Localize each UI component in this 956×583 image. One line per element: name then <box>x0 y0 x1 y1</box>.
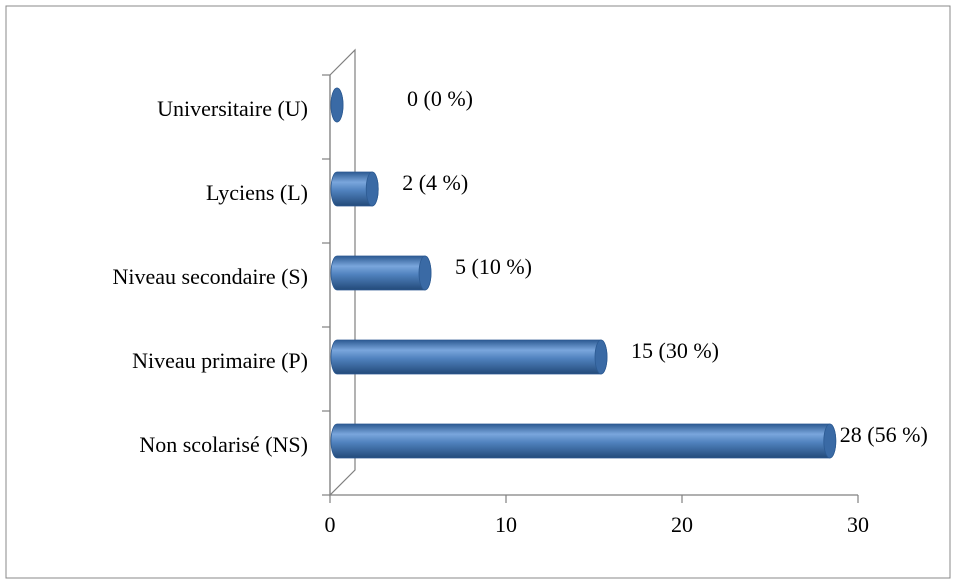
value-label: 28 (56 %) <box>840 422 928 447</box>
bar <box>330 423 837 459</box>
x-tick-label: 20 <box>671 512 693 537</box>
bar-cap <box>594 339 608 375</box>
x-tick-label: 0 <box>325 512 336 537</box>
y-tick-label: Non scolarisé (NS) <box>139 432 308 457</box>
frame <box>5 5 951 579</box>
bar-cap <box>823 423 837 459</box>
y-tick-label: Universitaire (U) <box>157 96 308 121</box>
bar <box>330 255 432 291</box>
bar-cap <box>418 255 432 291</box>
bar-cap <box>365 171 379 207</box>
bar-cap <box>330 87 344 123</box>
y-tick-label: Lyciens (L) <box>206 180 308 205</box>
value-label: 15 (30 %) <box>631 338 719 363</box>
value-label: 0 (0 %) <box>407 86 473 111</box>
y-tick-label: Niveau primaire (P) <box>132 348 308 373</box>
value-label: 5 (10 %) <box>455 254 532 279</box>
x-tick-label: 30 <box>847 512 869 537</box>
bar <box>330 339 608 375</box>
x-tick-label: 10 <box>495 512 517 537</box>
y-tick-label: Niveau secondaire (S) <box>113 264 308 289</box>
value-label: 2 (4 %) <box>402 170 468 195</box>
